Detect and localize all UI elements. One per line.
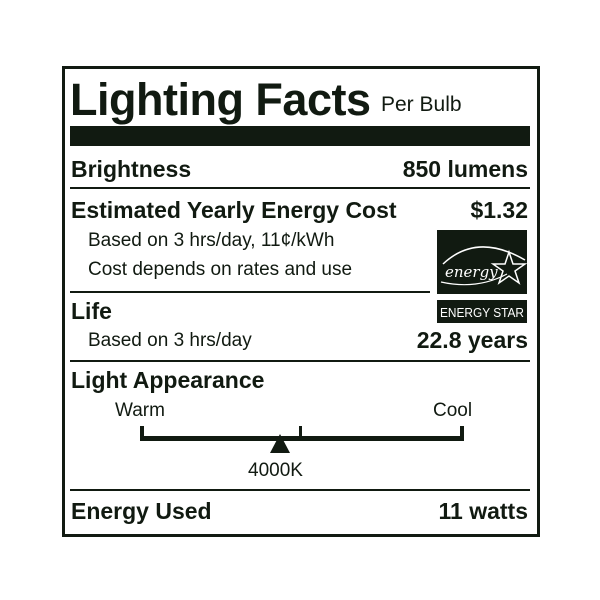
svg-text:energy: energy [445, 263, 498, 281]
thick-divider [70, 126, 530, 146]
appearance-cool: Cool [433, 400, 473, 421]
energy-cost-label: Estimated Yearly Energy Cost [71, 197, 397, 223]
color-temperature-marker-icon [269, 434, 290, 453]
color-temperature-scale [140, 426, 464, 456]
energy-cost-note-use: Cost depends on rates and use [88, 259, 353, 280]
life-note: Based on 3 hrs/day [88, 330, 252, 351]
life-label: Life [71, 298, 112, 324]
divider [70, 489, 530, 491]
divider [70, 360, 530, 362]
appearance-value: 4000K [248, 460, 303, 481]
appearance-warm: Warm [115, 400, 165, 421]
scale-tick-left [140, 426, 144, 441]
scale-bar [140, 436, 464, 441]
brightness-value: 850 lumens [402, 156, 528, 182]
scale-tick-mid [299, 426, 302, 441]
energy-used-label: Energy Used [71, 498, 212, 524]
energy-used-value: 11 watts [438, 498, 529, 524]
divider [70, 187, 530, 189]
energy-star-icon: energy ENERGY STAR [437, 230, 528, 323]
lighting-facts-label [62, 66, 540, 537]
label-title: Lighting Facts [70, 74, 371, 125]
energy-star-text: ENERGY STAR [440, 305, 524, 320]
label-subtitle: Per Bulb [381, 93, 462, 116]
energy-cost-value: $1.32 [470, 197, 528, 223]
brightness-label: Brightness [71, 156, 192, 182]
appearance-label: Light Appearance [71, 367, 265, 393]
energy-cost-note-rate: Based on 3 hrs/day, 11¢/kWh [88, 230, 335, 251]
divider [70, 291, 430, 293]
life-value: 22.8 years [416, 327, 528, 353]
energy-star-logo: energy ENERGY STAR [437, 230, 528, 323]
scale-tick-right [460, 426, 464, 441]
